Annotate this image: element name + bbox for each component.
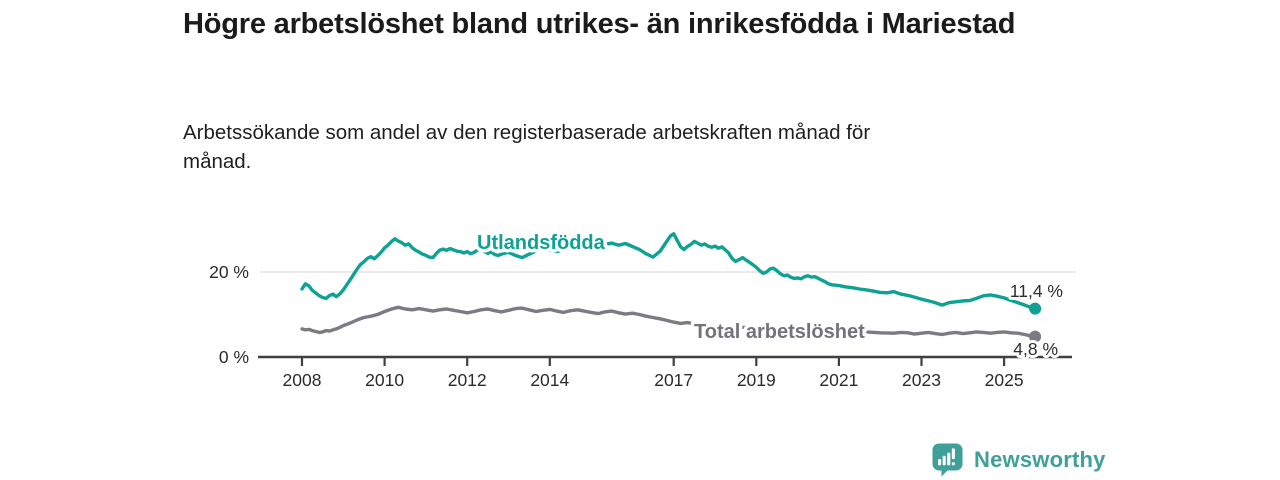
x-tick-label-2014: 2014 bbox=[530, 370, 569, 390]
y-axis-label-0: 0 % bbox=[219, 347, 249, 367]
total-arbetsloshet-end-value-label: 4,8 % bbox=[1013, 339, 1058, 359]
x-tick-label-2025: 2025 bbox=[985, 370, 1024, 390]
total-arbetsloshet-series-label: Total arbetslöshet bbox=[694, 321, 865, 343]
x-tick-label-2012: 2012 bbox=[448, 370, 487, 390]
bar-chart-speech-bubble-icon bbox=[932, 443, 963, 477]
page-subtitle: Arbetssökande som andel av den registerb… bbox=[183, 121, 871, 174]
newsworthy-logo-text: Newsworthy bbox=[974, 447, 1106, 472]
utlandsfodda-end-value-label: 11,4 % bbox=[1010, 281, 1063, 301]
x-tick-label-2008: 2008 bbox=[283, 370, 322, 390]
utlandsfodda-end-dot bbox=[1029, 302, 1042, 315]
y-axis-label-20: 20 % bbox=[209, 262, 249, 282]
utlandsfodda-series-label: Utlandsfödda bbox=[477, 232, 606, 254]
x-tick-label-2019: 2019 bbox=[737, 370, 776, 390]
total-arbetsloshet-line bbox=[300, 305, 1037, 339]
page-title: Högre arbetslöshet bland utrikes- än inr… bbox=[183, 8, 1016, 40]
x-tick-label-2023: 2023 bbox=[902, 370, 941, 390]
x-axis-ticks: 2008 2010 2012 2014 2017 2019 2021 2023 2025 bbox=[283, 357, 1024, 390]
x-tick-label-2017: 2017 bbox=[654, 370, 693, 390]
total-arbetsloshet-end-dot bbox=[1029, 330, 1042, 343]
x-tick-label-2010: 2010 bbox=[365, 370, 404, 390]
newsworthy-logo: Newsworthy bbox=[932, 443, 1106, 477]
utlandsfodda-line bbox=[300, 232, 1037, 311]
x-tick-label-2021: 2021 bbox=[819, 370, 858, 390]
